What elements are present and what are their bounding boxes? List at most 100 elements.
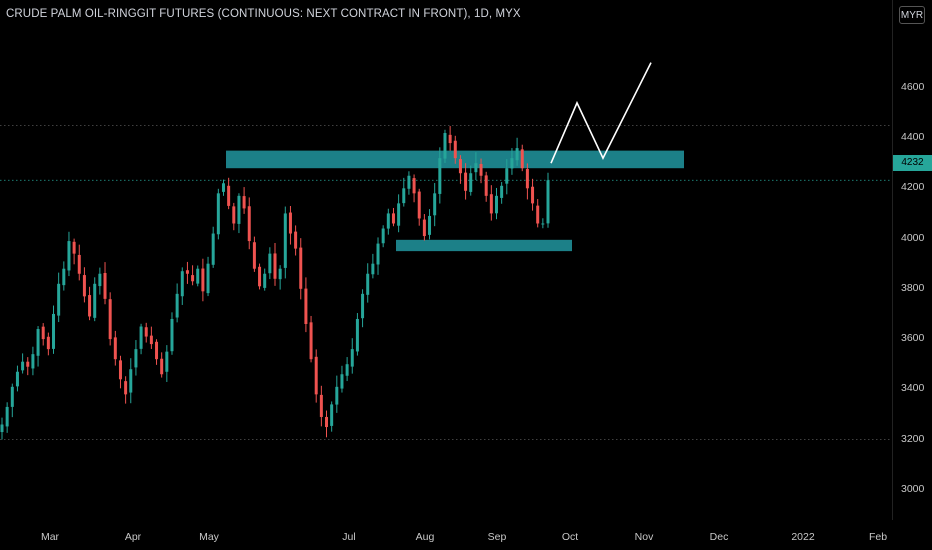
candle-body [417, 191, 421, 219]
price-tick-label: 3000 [901, 482, 925, 495]
candle-body [258, 266, 262, 287]
candle-body [160, 358, 164, 375]
candle-body [412, 178, 416, 194]
candle-body [180, 271, 184, 297]
candle-body [10, 386, 14, 407]
candle-body [263, 273, 267, 288]
candle-body [386, 213, 390, 229]
candle-body [227, 185, 231, 206]
price-tick-label: 3600 [901, 332, 925, 345]
candle-body [216, 193, 220, 235]
candle-body [443, 133, 447, 159]
candle-body [484, 175, 488, 196]
candle-body [124, 381, 128, 395]
candle-body [278, 268, 282, 280]
candle-body [371, 263, 375, 275]
time-tick-label: Nov [634, 531, 654, 543]
price-axis-separator [892, 0, 893, 520]
time-tick-label: Dec [709, 531, 729, 543]
candle-body [340, 374, 344, 389]
time-tick-label: Sep [487, 531, 507, 543]
candle-body [325, 416, 329, 428]
candle-body [155, 341, 159, 360]
candle-body [319, 394, 323, 417]
candle-body [165, 351, 169, 372]
time-tick-label: Mar [40, 531, 60, 543]
candle-body [149, 335, 153, 345]
candle-body [350, 349, 354, 367]
candle-body [93, 283, 97, 318]
candle-body [304, 288, 308, 324]
candle-body [103, 273, 107, 299]
time-tick-label: Apr [124, 531, 142, 543]
candle-body [453, 140, 457, 159]
candle-body [355, 318, 359, 352]
candle-body [294, 231, 298, 249]
candle-body [525, 168, 529, 189]
candle-body [520, 149, 524, 169]
candle-body [57, 283, 61, 316]
candle-body [139, 326, 143, 349]
candle-body [314, 356, 318, 395]
candle-body [72, 241, 76, 254]
candle-body [361, 293, 365, 319]
candle-body [108, 299, 112, 340]
candle-body [77, 254, 81, 274]
candle-body [428, 215, 432, 235]
candle-body [469, 173, 473, 192]
candle-body [479, 164, 483, 176]
candle-body [46, 336, 50, 350]
candle-body [407, 175, 411, 189]
candle-body [500, 185, 504, 198]
candle-body [458, 159, 462, 174]
candle-body [170, 318, 174, 352]
candle-body [113, 337, 117, 360]
candle-body [175, 293, 179, 318]
support-zone [396, 239, 572, 252]
price-tick-label: 4200 [901, 181, 925, 194]
candle-body [438, 158, 442, 194]
candle-body [531, 186, 535, 204]
candle-body [299, 247, 303, 289]
candle-body [21, 361, 25, 371]
candle-body [252, 242, 256, 269]
candle-body [221, 183, 225, 192]
time-tick-label: Oct [561, 531, 579, 543]
candle-body [191, 275, 195, 282]
candle-body [309, 322, 313, 360]
candle-body [211, 233, 215, 265]
currency-button[interactable]: MYR [899, 6, 925, 24]
candle-body [118, 360, 122, 380]
time-tick-label: Feb [868, 531, 888, 543]
candle-body [15, 371, 19, 387]
candle-body [505, 168, 509, 184]
candle-body [0, 424, 4, 433]
candle-body [88, 295, 92, 317]
time-tick-label: Aug [415, 531, 435, 543]
candle-body [546, 180, 550, 224]
candle-body [206, 263, 210, 294]
candle-body [98, 273, 102, 287]
time-tick-label: 2022 [791, 531, 815, 543]
candle-body [31, 354, 35, 369]
candle-body [345, 364, 349, 376]
candle-body [283, 213, 287, 268]
price-tick-label: 3200 [901, 432, 925, 445]
candle-body [36, 329, 40, 356]
candle-body [515, 148, 519, 161]
candle-body [273, 253, 277, 279]
candlestick-series [0, 125, 550, 440]
candle-body [366, 273, 370, 295]
candle-body [5, 406, 9, 427]
candle-body [268, 253, 272, 274]
time-tick-label: Jul [342, 531, 356, 543]
candle-body [41, 326, 45, 340]
candle-body [52, 313, 56, 349]
candle-body [474, 163, 478, 173]
price-tick-label: 4600 [901, 80, 925, 93]
price-tick-label: 3400 [901, 382, 925, 395]
candle-body [237, 195, 241, 224]
horizontal-guide-lines [0, 125, 892, 440]
candle-body [391, 213, 395, 224]
